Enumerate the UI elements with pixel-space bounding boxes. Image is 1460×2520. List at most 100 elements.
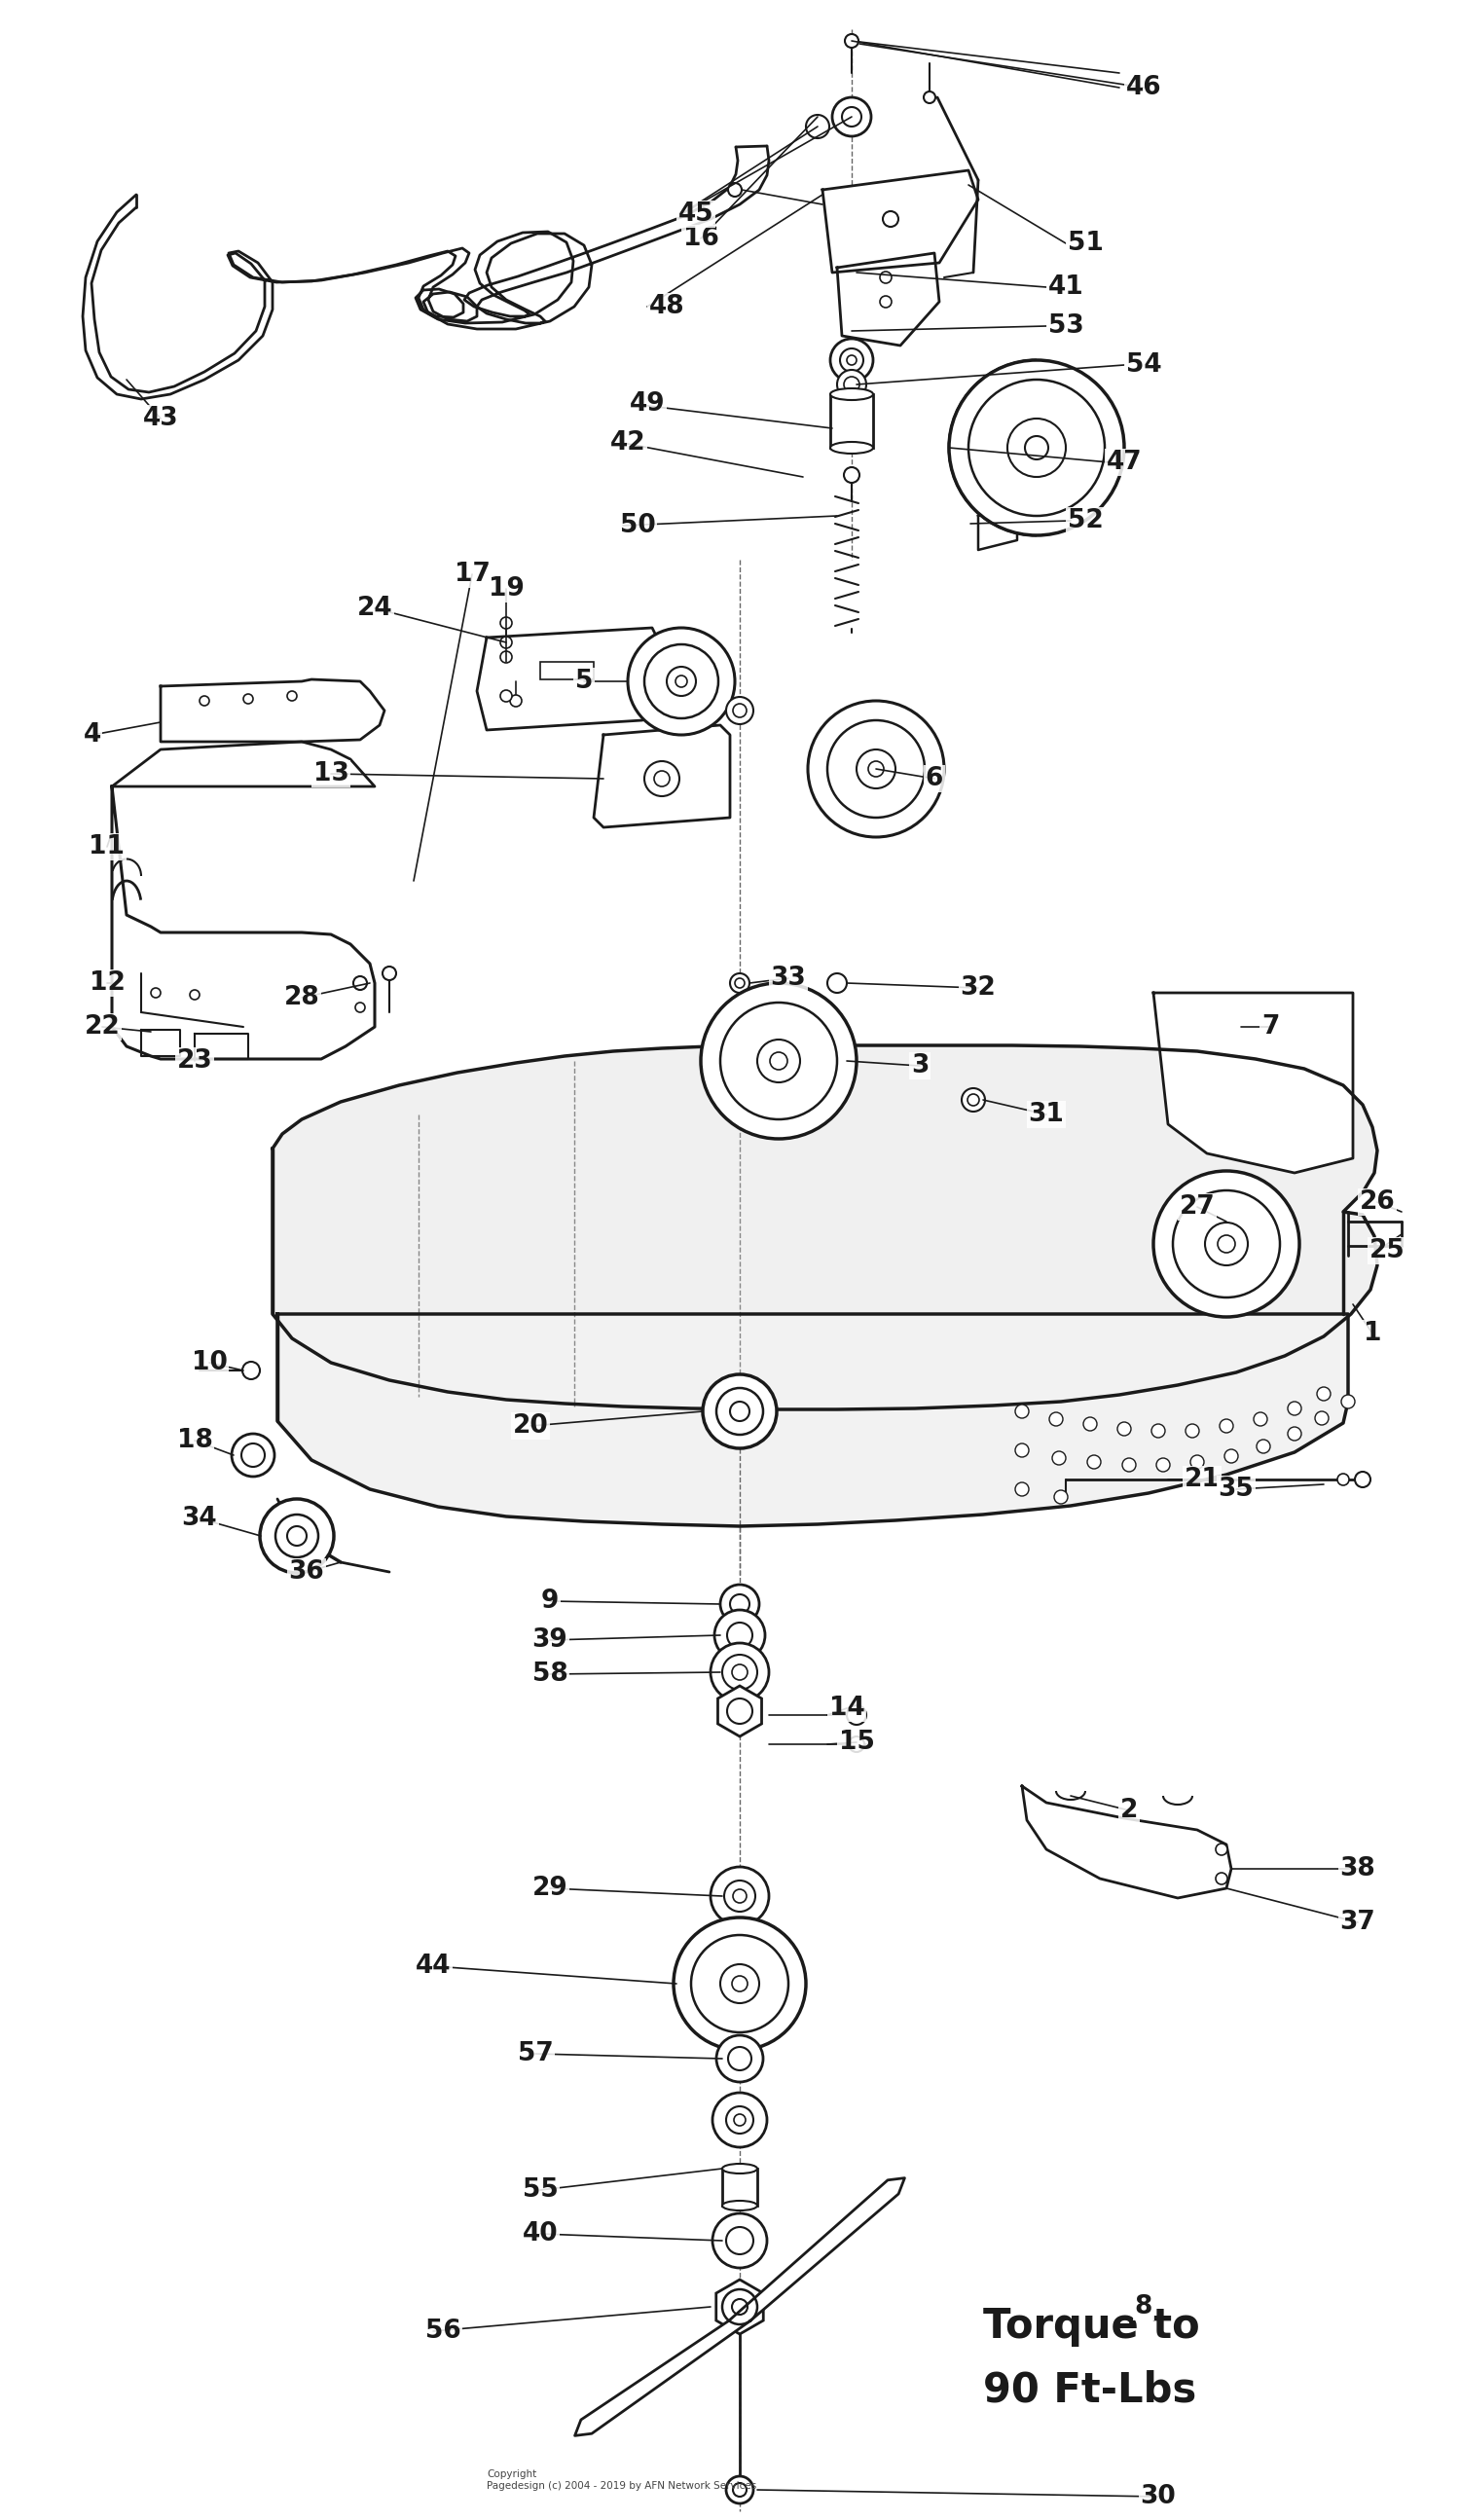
Circle shape bbox=[949, 360, 1124, 534]
Polygon shape bbox=[594, 726, 730, 827]
Circle shape bbox=[1288, 1426, 1301, 1441]
Polygon shape bbox=[1022, 1787, 1231, 1898]
Polygon shape bbox=[477, 627, 661, 731]
Circle shape bbox=[734, 2114, 746, 2127]
Text: 54: 54 bbox=[1126, 353, 1162, 378]
Text: 16: 16 bbox=[683, 227, 718, 252]
Text: 31: 31 bbox=[1028, 1101, 1064, 1126]
Text: 40: 40 bbox=[523, 2220, 558, 2245]
Circle shape bbox=[711, 1867, 769, 1925]
Circle shape bbox=[1083, 1416, 1096, 1431]
Circle shape bbox=[501, 690, 512, 701]
Circle shape bbox=[1342, 1394, 1355, 1409]
Circle shape bbox=[667, 668, 696, 696]
Text: 19: 19 bbox=[488, 577, 524, 602]
Text: 3: 3 bbox=[911, 1053, 929, 1079]
Text: 8: 8 bbox=[1134, 2293, 1152, 2318]
Circle shape bbox=[734, 978, 745, 988]
Circle shape bbox=[654, 771, 670, 786]
Text: PartStream: PartStream bbox=[691, 1247, 790, 1265]
Circle shape bbox=[1007, 418, 1066, 476]
Ellipse shape bbox=[723, 2200, 758, 2210]
Circle shape bbox=[288, 690, 296, 701]
Polygon shape bbox=[142, 1031, 180, 1056]
Circle shape bbox=[288, 1527, 307, 1545]
Circle shape bbox=[720, 1003, 837, 1119]
Circle shape bbox=[726, 2228, 753, 2255]
Circle shape bbox=[260, 1499, 334, 1572]
Circle shape bbox=[190, 990, 200, 1000]
Text: 36: 36 bbox=[289, 1560, 324, 1585]
Circle shape bbox=[501, 650, 512, 663]
Bar bbox=[540, 663, 594, 680]
Circle shape bbox=[717, 1389, 764, 1434]
Text: 37: 37 bbox=[1340, 1910, 1375, 1935]
Bar bbox=[831, 393, 873, 449]
Text: 43: 43 bbox=[143, 406, 178, 431]
Text: 11: 11 bbox=[89, 834, 126, 859]
Text: Copyright
Pagedesign (c) 2004 - 2019 by AFN Network Services: Copyright Pagedesign (c) 2004 - 2019 by … bbox=[486, 2470, 756, 2490]
Circle shape bbox=[1054, 1489, 1067, 1504]
Polygon shape bbox=[575, 2177, 905, 2437]
Circle shape bbox=[880, 295, 892, 307]
Circle shape bbox=[1025, 436, 1048, 459]
Circle shape bbox=[731, 1663, 748, 1681]
Polygon shape bbox=[161, 680, 384, 741]
Circle shape bbox=[968, 381, 1105, 517]
Circle shape bbox=[730, 1595, 749, 1613]
Circle shape bbox=[353, 975, 366, 990]
Circle shape bbox=[724, 1880, 755, 1913]
Bar bbox=[723, 2170, 758, 2205]
Circle shape bbox=[628, 627, 734, 736]
Text: 32: 32 bbox=[961, 975, 996, 1000]
Circle shape bbox=[723, 2288, 758, 2323]
Circle shape bbox=[720, 1585, 759, 1623]
Circle shape bbox=[276, 1515, 318, 1557]
Circle shape bbox=[1216, 1845, 1228, 1855]
Circle shape bbox=[730, 973, 749, 993]
Circle shape bbox=[1156, 1459, 1169, 1472]
Circle shape bbox=[200, 696, 209, 706]
Circle shape bbox=[1257, 1439, 1270, 1454]
Circle shape bbox=[644, 645, 718, 718]
Text: 18: 18 bbox=[177, 1429, 213, 1454]
Circle shape bbox=[1050, 1411, 1063, 1426]
Text: 22: 22 bbox=[85, 1013, 120, 1041]
Circle shape bbox=[241, 1444, 264, 1467]
Circle shape bbox=[726, 2107, 753, 2134]
Circle shape bbox=[842, 106, 861, 126]
Polygon shape bbox=[1153, 993, 1353, 1172]
Ellipse shape bbox=[723, 2165, 758, 2172]
Text: 21: 21 bbox=[1184, 1467, 1221, 1492]
Circle shape bbox=[839, 348, 863, 373]
Text: 50: 50 bbox=[619, 514, 656, 539]
Polygon shape bbox=[837, 252, 939, 345]
Circle shape bbox=[729, 2046, 752, 2071]
Ellipse shape bbox=[831, 441, 873, 454]
Circle shape bbox=[731, 1976, 748, 1991]
Circle shape bbox=[1015, 1404, 1029, 1419]
Text: 4: 4 bbox=[83, 723, 101, 748]
Polygon shape bbox=[277, 1313, 1348, 1527]
Text: 56: 56 bbox=[425, 2318, 461, 2344]
Circle shape bbox=[1172, 1189, 1280, 1298]
Text: 13: 13 bbox=[312, 761, 349, 786]
Circle shape bbox=[1225, 1449, 1238, 1464]
Circle shape bbox=[717, 2036, 764, 2082]
Circle shape bbox=[1218, 1235, 1235, 1252]
Text: 1: 1 bbox=[1364, 1320, 1381, 1346]
Circle shape bbox=[730, 1401, 749, 1421]
Text: 12: 12 bbox=[89, 970, 126, 995]
Circle shape bbox=[676, 675, 688, 688]
Text: 52: 52 bbox=[1067, 509, 1104, 534]
Circle shape bbox=[673, 1918, 806, 2049]
Circle shape bbox=[1117, 1421, 1132, 1436]
Text: 28: 28 bbox=[283, 985, 320, 1011]
Circle shape bbox=[1152, 1424, 1165, 1436]
Circle shape bbox=[501, 638, 512, 648]
Circle shape bbox=[769, 1053, 787, 1068]
Text: 30: 30 bbox=[1140, 2485, 1177, 2510]
Circle shape bbox=[726, 2477, 753, 2502]
Circle shape bbox=[837, 370, 866, 398]
Circle shape bbox=[847, 1706, 866, 1724]
